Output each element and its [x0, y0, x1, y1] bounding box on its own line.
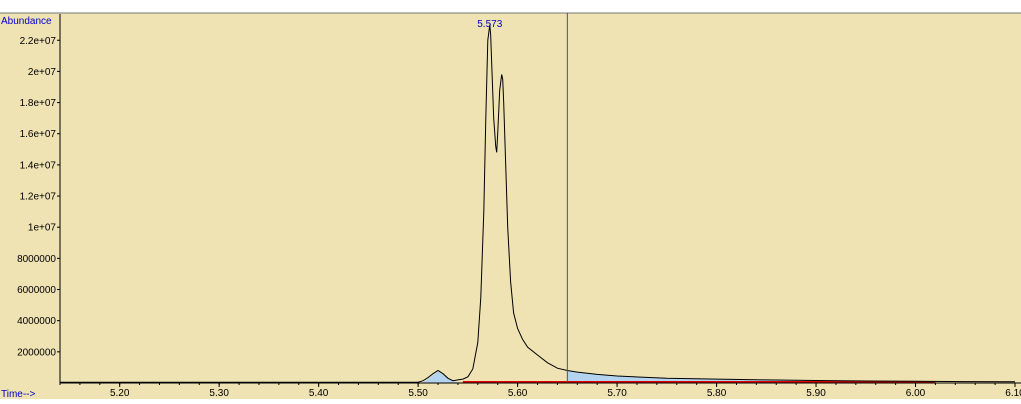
plot-background [0, 13, 1021, 399]
y-tick-label: 1.6e+07 [20, 129, 57, 140]
y-tick-label: 2e+07 [28, 67, 57, 78]
trace-layer [60, 13, 1016, 383]
y-tick-label: 2000000 [17, 347, 56, 358]
peak-label: 5.573 [477, 19, 502, 30]
y-tick-label: 4000000 [17, 316, 56, 327]
x-tick-label: 5.70 [607, 388, 627, 399]
shaded-peaks [423, 370, 936, 383]
x-tick-label: 5.20 [110, 388, 130, 399]
chromatogram-trace-1 [60, 24, 1016, 383]
y-tick-label: 1e+07 [28, 223, 57, 234]
shaded-peak-1 [423, 371, 458, 383]
x-tick-label: 5.80 [707, 388, 727, 399]
y-tick-label: 1.2e+07 [20, 192, 57, 203]
shaded-peak-2 [567, 370, 936, 383]
x-tick-label: 5.60 [508, 388, 528, 399]
y-tick-label: 6000000 [17, 285, 56, 296]
y-tick-label: 1.8e+07 [20, 98, 57, 109]
axis-layer: 2000000 4000000 6000000 8000000 1e+07 1.2e+07… [17, 14, 1021, 399]
y-tick-label: 8000000 [17, 254, 56, 265]
x-axis-title: Time--> [1, 389, 36, 399]
x-tick-label: 5.50 [408, 388, 428, 399]
y-axis-title: Abundance [1, 16, 52, 27]
y-tick-label: 2.2e+07 [20, 36, 57, 47]
x-tick-label: 5.90 [806, 388, 826, 399]
x-tick-label: 6.00 [906, 388, 926, 399]
y-tick-label: 1.4e+07 [20, 160, 57, 171]
x-tick-label: 5.40 [309, 388, 329, 399]
x-tick-label: 5.30 [209, 388, 229, 399]
x-tick-label: 6.10 [1005, 388, 1021, 399]
